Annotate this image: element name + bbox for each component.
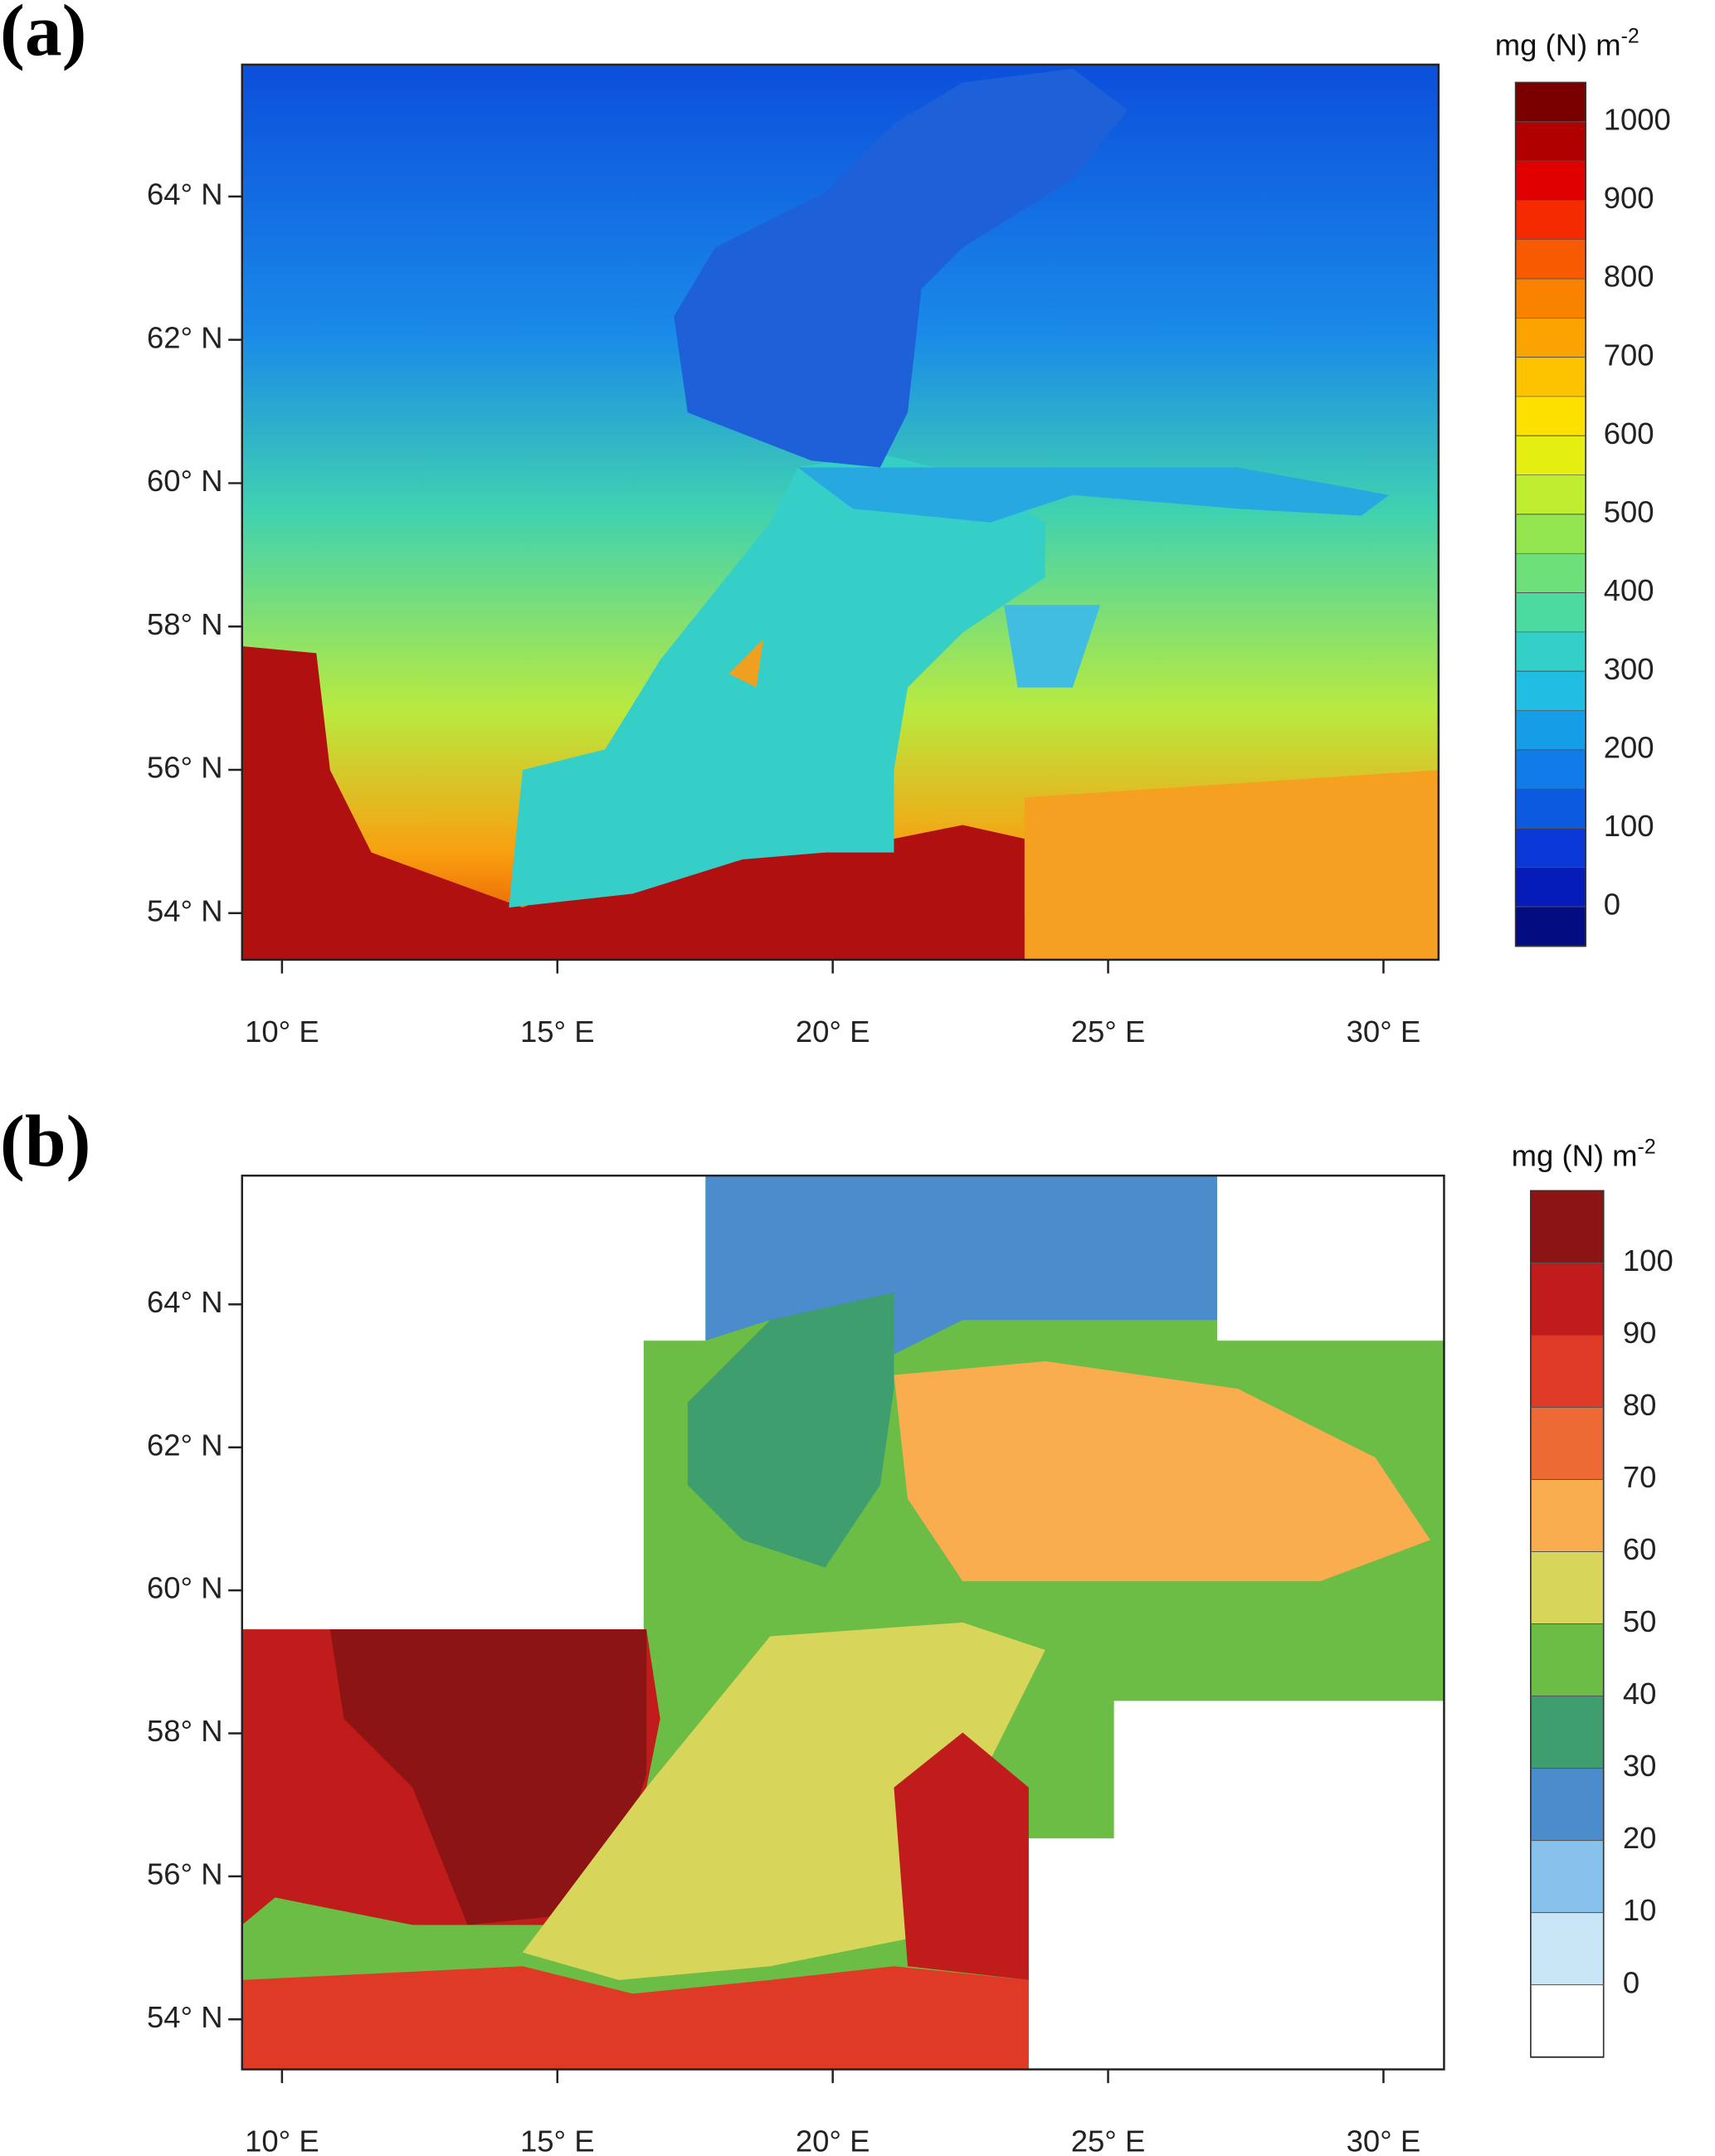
colorbar-tick-label: 900 bbox=[1604, 181, 1654, 215]
colorbar-tick-label: 0 bbox=[1604, 888, 1620, 922]
colorbar-segment bbox=[1515, 200, 1586, 241]
colorbar-segment bbox=[1515, 160, 1586, 202]
colorbar-title-text: mg (N) m bbox=[1512, 1139, 1638, 1173]
lat-tick-label: 62° N bbox=[147, 320, 223, 354]
colorbar-segment bbox=[1530, 1696, 1605, 1769]
colorbar-tick-label: 50 bbox=[1623, 1604, 1657, 1638]
colorbar-title-exponent: -2 bbox=[1638, 1136, 1656, 1159]
lat-tick-label: 56° N bbox=[147, 751, 223, 785]
colorbar-segment bbox=[1515, 278, 1586, 319]
lat-tick-label: 54° N bbox=[147, 2000, 223, 2034]
colorbar-segment bbox=[1515, 82, 1586, 123]
colorbar-tick-label: 700 bbox=[1604, 338, 1654, 372]
colorbar-title: mg (N) m-2 bbox=[1512, 1136, 1656, 1173]
colorbar-segment bbox=[1515, 710, 1586, 751]
colorbar-segment bbox=[1530, 1263, 1605, 1336]
colorbar-title-exponent: -2 bbox=[1621, 24, 1639, 47]
lon-tick-label: 20° E bbox=[796, 2124, 870, 2156]
colorbar-tick-label: 100 bbox=[1623, 1243, 1674, 1278]
colorbar-segment bbox=[1515, 552, 1586, 594]
colorbar-segment bbox=[1530, 1840, 1605, 1914]
colorbar-segment bbox=[1530, 1479, 1605, 1553]
lon-tick-label: 10° E bbox=[245, 2124, 319, 2156]
colorbar-segment bbox=[1515, 239, 1586, 280]
colorbar-tick-label: 40 bbox=[1623, 1677, 1657, 1711]
colorbar-tick-label: 80 bbox=[1623, 1388, 1657, 1422]
colorbar-segment bbox=[1515, 592, 1586, 634]
colorbar-segment bbox=[1515, 513, 1586, 555]
lat-tick-label: 64° N bbox=[147, 177, 223, 211]
colorbar-segment bbox=[1515, 435, 1586, 476]
colorbar-title: mg (N) m-2 bbox=[1495, 24, 1639, 61]
lon-tick-label: 10° E bbox=[245, 1015, 319, 1049]
colorbar-segment bbox=[1530, 1768, 1605, 1842]
colorbar-tick-label: 100 bbox=[1604, 809, 1654, 843]
colorbar-segment bbox=[1530, 1335, 1605, 1409]
colorbar-tick-label: 300 bbox=[1604, 652, 1654, 686]
colorbar-title-text: mg (N) m bbox=[1495, 27, 1621, 61]
lat-tick-label: 54° N bbox=[147, 893, 223, 927]
colorbar-segment bbox=[1515, 357, 1586, 398]
lon-tick-label: 25° E bbox=[1071, 2124, 1146, 2156]
colorbar-tick-label: 0 bbox=[1623, 1965, 1639, 1999]
panel-label: (b) bbox=[0, 1101, 90, 1183]
colorbar-tick-label: 90 bbox=[1623, 1316, 1657, 1350]
colorbar-tick-label: 800 bbox=[1604, 260, 1654, 294]
map-frame bbox=[241, 1174, 1445, 2071]
colorbar-tick-label: 20 bbox=[1623, 1821, 1657, 1855]
map-a bbox=[241, 64, 1439, 960]
colorbar-segment bbox=[1515, 475, 1586, 516]
colorbar-tick-label: 500 bbox=[1604, 495, 1654, 529]
colorbar-tick-label: 60 bbox=[1623, 1532, 1657, 1566]
panel-label: (a) bbox=[0, 0, 86, 71]
colorbar-segment bbox=[1515, 788, 1586, 830]
map-b bbox=[241, 1175, 1445, 2070]
lat-tick-label: 62° N bbox=[147, 1428, 223, 1462]
lon-tick-label: 15° E bbox=[520, 1015, 595, 1049]
colorbar-segment bbox=[1530, 1407, 1605, 1481]
colorbar-segment bbox=[1530, 1912, 1605, 1986]
colorbar-tick-label: 400 bbox=[1604, 573, 1654, 607]
colorbar-tick-label: 10 bbox=[1623, 1893, 1657, 1927]
colorbar-tick-label: 600 bbox=[1604, 416, 1654, 450]
colorbar-segment bbox=[1530, 1984, 1605, 2058]
colorbar-segment bbox=[1515, 749, 1586, 791]
lat-tick-label: 60° N bbox=[147, 464, 223, 498]
colorbar-tick-label: 70 bbox=[1623, 1460, 1657, 1494]
lat-tick-label: 64° N bbox=[147, 1285, 223, 1319]
colorbar-segment bbox=[1530, 1551, 1605, 1625]
map-frame bbox=[241, 63, 1440, 961]
colorbar-segment bbox=[1515, 318, 1586, 358]
colorbar-segment bbox=[1515, 121, 1586, 163]
lat-tick-label: 58° N bbox=[147, 1714, 223, 1748]
lon-tick-label: 30° E bbox=[1347, 2124, 1421, 2156]
colorbar-segment bbox=[1515, 867, 1586, 908]
lon-tick-label: 15° E bbox=[520, 2124, 595, 2156]
lon-tick-label: 25° E bbox=[1071, 1015, 1146, 1049]
colorbar-segment bbox=[1515, 906, 1586, 947]
lon-tick-label: 20° E bbox=[796, 1015, 870, 1049]
colorbar-segment bbox=[1515, 631, 1586, 673]
colorbar-segment bbox=[1530, 1190, 1605, 1264]
lon-tick-label: 30° E bbox=[1347, 1015, 1421, 1049]
colorbar-segment bbox=[1515, 828, 1586, 869]
lat-tick-label: 60° N bbox=[147, 1571, 223, 1605]
colorbar-segment bbox=[1515, 396, 1586, 437]
lat-tick-label: 58° N bbox=[147, 607, 223, 641]
lat-tick-label: 56° N bbox=[147, 1857, 223, 1891]
colorbar-tick-label: 200 bbox=[1604, 730, 1654, 764]
colorbar-segment bbox=[1515, 670, 1586, 712]
colorbar-tick-label: 1000 bbox=[1604, 102, 1671, 136]
colorbar-tick-label: 30 bbox=[1623, 1749, 1657, 1783]
colorbar-segment bbox=[1530, 1623, 1605, 1697]
